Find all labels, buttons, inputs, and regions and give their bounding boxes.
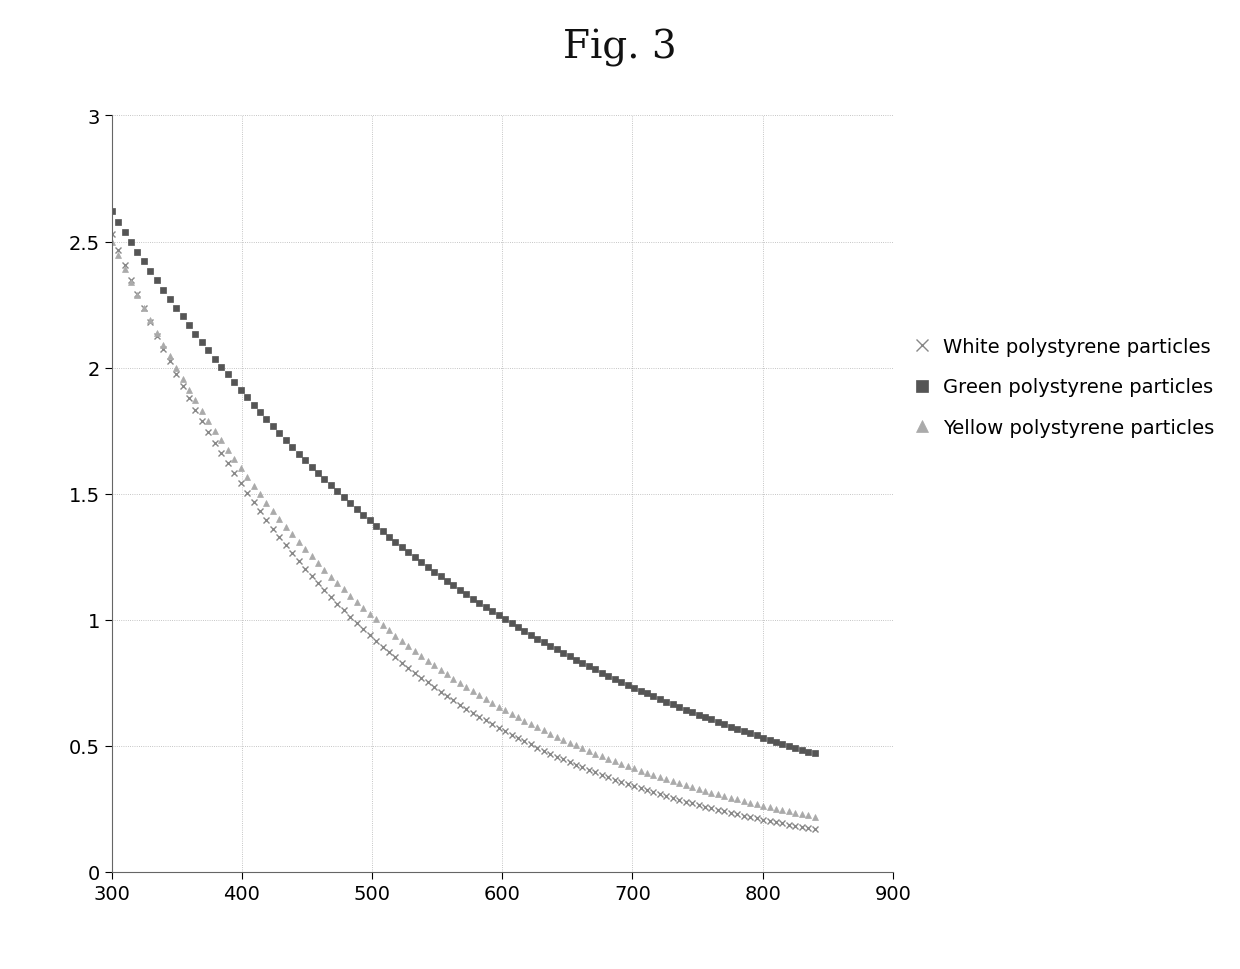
Yellow polystyrene particles	[601, 753, 616, 765]
Green polystyrene particles	[763, 735, 777, 746]
Legend: White polystyrene particles, Green polystyrene particles, Yellow polystyrene par: White polystyrene particles, Green polys…	[910, 337, 1215, 437]
Green polystyrene particles	[446, 580, 461, 592]
Text: Fig. 3: Fig. 3	[563, 29, 677, 67]
Yellow polystyrene particles	[446, 673, 461, 685]
Yellow polystyrene particles	[104, 236, 119, 248]
Green polystyrene particles	[601, 671, 616, 682]
Yellow polystyrene particles	[427, 660, 441, 672]
Yellow polystyrene particles	[310, 558, 325, 570]
Green polystyrene particles	[104, 206, 119, 218]
Yellow polystyrene particles	[787, 807, 802, 819]
White polystyrene particles	[427, 681, 441, 693]
Green polystyrene particles	[807, 748, 822, 760]
White polystyrene particles	[104, 229, 119, 240]
White polystyrene particles	[763, 815, 777, 827]
Line: Yellow polystyrene particles: Yellow polystyrene particles	[108, 238, 818, 820]
Yellow polystyrene particles	[763, 801, 777, 813]
Line: White polystyrene particles: White polystyrene particles	[108, 232, 818, 832]
Green polystyrene particles	[787, 742, 802, 754]
Green polystyrene particles	[310, 468, 325, 480]
Green polystyrene particles	[427, 566, 441, 578]
White polystyrene particles	[787, 820, 802, 831]
Line: Green polystyrene particles: Green polystyrene particles	[108, 208, 818, 757]
White polystyrene particles	[310, 578, 325, 589]
White polystyrene particles	[446, 695, 461, 706]
White polystyrene particles	[601, 771, 616, 783]
White polystyrene particles	[807, 824, 822, 835]
Yellow polystyrene particles	[807, 811, 822, 823]
